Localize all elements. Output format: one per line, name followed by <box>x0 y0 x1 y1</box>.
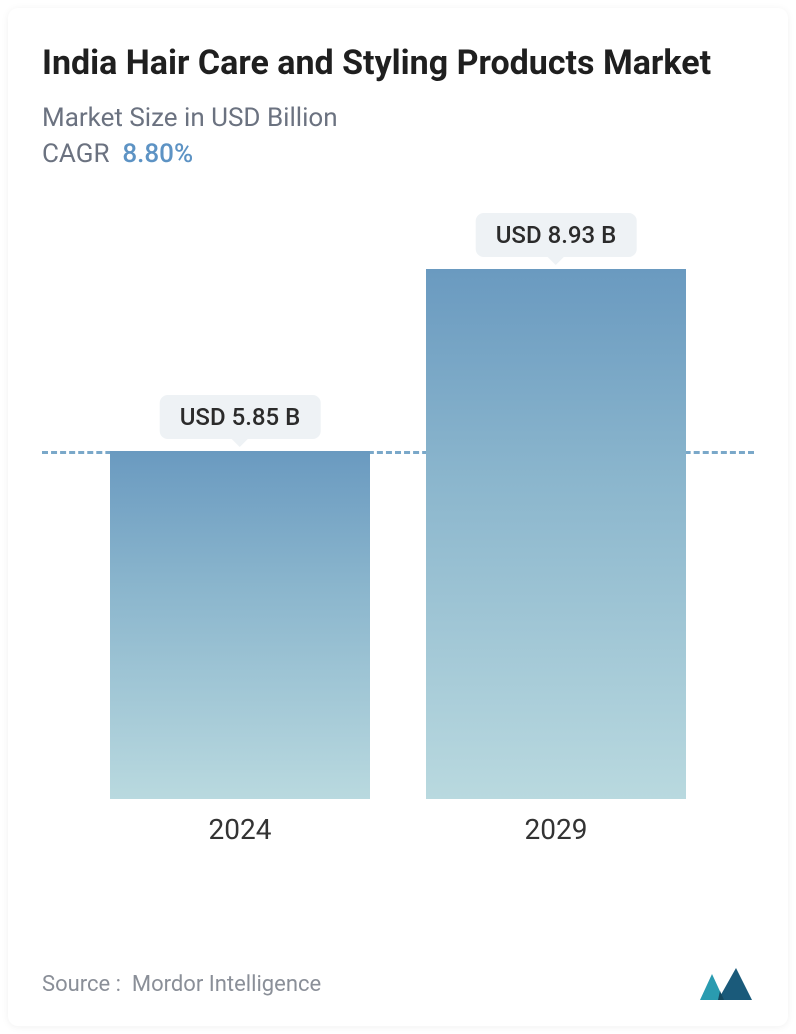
footer: Source : Mordor Intelligence <box>42 966 754 1002</box>
source-name: Mordor Intelligence <box>132 972 321 997</box>
value-badge-1: USD 8.93 B <box>476 213 637 257</box>
chart-wrap: USD 5.85 B USD 8.93 B 2024 2029 <box>42 199 754 939</box>
chart-title: India Hair Care and Styling Products Mar… <box>42 42 754 85</box>
bars-container: USD 5.85 B USD 8.93 B <box>42 199 754 799</box>
bar-0: USD 5.85 B <box>110 451 370 798</box>
chart-area: USD 5.85 B USD 8.93 B <box>42 199 754 799</box>
chart-subtitle: Market Size in USD Billion <box>42 103 754 133</box>
cagr-label: CAGR <box>42 139 109 169</box>
cagr-line: CAGR 8.80% <box>42 139 754 169</box>
axis-label-1: 2029 <box>426 813 686 846</box>
axis-label-0: 2024 <box>110 813 370 846</box>
source-text: Source : Mordor Intelligence <box>42 972 321 997</box>
bar-slot-0: USD 5.85 B <box>110 199 370 799</box>
bar-slot-1: USD 8.93 B <box>426 199 686 799</box>
cagr-value: 8.80% <box>122 139 193 169</box>
mordor-logo-icon <box>698 966 754 1002</box>
value-badge-0: USD 5.85 B <box>160 395 321 439</box>
bar-1: USD 8.93 B <box>426 269 686 799</box>
chart-card: India Hair Care and Styling Products Mar… <box>8 8 788 1026</box>
source-label: Source : <box>42 972 121 997</box>
axis-labels: 2024 2029 <box>42 799 754 846</box>
